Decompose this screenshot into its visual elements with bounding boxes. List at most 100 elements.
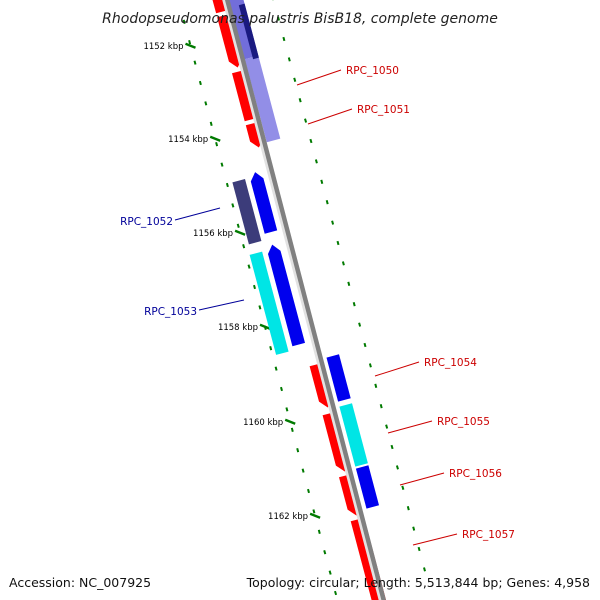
minor-tick-right bbox=[390, 444, 394, 450]
feature-block-purple bbox=[244, 55, 281, 143]
minor-tick-left bbox=[317, 529, 321, 534]
minor-tick-left bbox=[220, 162, 224, 167]
tick-label: 1162 kbp bbox=[268, 512, 308, 522]
minor-tick-left bbox=[231, 203, 235, 208]
backbone-layer bbox=[222, 0, 387, 600]
minor-tick-right bbox=[277, 16, 280, 21]
minor-tick-left bbox=[307, 488, 310, 494]
major-tick bbox=[234, 229, 246, 236]
gene-label: RPC_1053 bbox=[144, 306, 197, 318]
minor-tick-left bbox=[269, 346, 273, 351]
major-tick bbox=[284, 418, 296, 425]
minor-tick-right bbox=[358, 322, 362, 327]
feature-block-dark bbox=[238, 3, 259, 60]
gene-label: RPC_1052 bbox=[120, 216, 173, 228]
minor-tick-left bbox=[225, 182, 229, 188]
gene-block-forward bbox=[217, 13, 243, 68]
backbone-line bbox=[224, 0, 387, 600]
minor-tick-left bbox=[193, 60, 197, 65]
tick-label: 1158 kbp bbox=[218, 323, 258, 333]
gene-leader-line bbox=[374, 361, 420, 377]
gene-block-reverse bbox=[268, 244, 305, 347]
minor-tick-right bbox=[363, 342, 367, 348]
gene-label: RPC_1056 bbox=[449, 468, 502, 480]
labels-layer: 1152 kbp 1154 kbp 1156 kbp 1158 kbp 1160 kbp… bbox=[120, 42, 515, 546]
minor-tick-left bbox=[182, 19, 186, 24]
gene-block-reverse bbox=[250, 172, 278, 234]
minor-tick-left bbox=[209, 121, 213, 126]
minor-tick-right bbox=[282, 36, 286, 42]
minor-tick-right bbox=[347, 281, 351, 286]
gene-label: RPC_1051 bbox=[357, 104, 410, 116]
major-tick bbox=[209, 135, 221, 142]
minor-tick-left bbox=[198, 80, 202, 86]
minor-tick-left bbox=[280, 386, 283, 392]
minor-tick-left bbox=[323, 550, 327, 555]
minor-tick-left bbox=[334, 590, 338, 596]
feature-block-cyan bbox=[339, 403, 368, 467]
backbone-highlight bbox=[222, 0, 383, 600]
minor-tick-left bbox=[188, 40, 192, 45]
feature-block-dark bbox=[232, 179, 262, 245]
minor-tick-left bbox=[328, 570, 332, 575]
minor-tick-left bbox=[312, 509, 316, 514]
major-tick bbox=[259, 323, 271, 330]
minor-tick-right bbox=[401, 485, 405, 490]
minor-tick-right bbox=[412, 526, 416, 531]
minor-tick-right bbox=[325, 200, 329, 205]
gene-block-reverse bbox=[355, 465, 379, 509]
minor-tick-right bbox=[314, 159, 318, 164]
tick-label: 1156 kbp bbox=[193, 229, 233, 239]
minor-tick-left bbox=[274, 366, 278, 371]
minor-tick-left bbox=[242, 244, 246, 249]
minor-tick-right bbox=[374, 383, 378, 388]
gene-leader-line bbox=[399, 472, 445, 486]
minor-tick-right bbox=[423, 567, 426, 572]
feature-block-cyan bbox=[249, 251, 289, 355]
minor-tick-right bbox=[309, 138, 313, 144]
minor-tick-right bbox=[406, 506, 410, 511]
major-tick bbox=[185, 42, 196, 49]
major-tick bbox=[309, 512, 321, 519]
tick-label: 1154 kbp bbox=[168, 135, 208, 145]
minor-tick-right bbox=[352, 302, 356, 307]
minor-tick-left bbox=[296, 448, 300, 453]
gene-block-reverse bbox=[326, 354, 351, 402]
minor-tick-right bbox=[331, 220, 335, 225]
gene-leader-line bbox=[174, 207, 221, 221]
gene-leader-line bbox=[412, 533, 458, 546]
gene-leader-line bbox=[387, 420, 433, 434]
minor-tick-left bbox=[285, 407, 289, 412]
minor-tick-right bbox=[287, 57, 291, 62]
minor-tick-right bbox=[293, 77, 297, 82]
gene-label: RPC_1057 bbox=[462, 529, 515, 541]
minor-tick-right bbox=[341, 261, 345, 266]
minor-tick-right bbox=[320, 179, 324, 184]
tick-label: 1160 kbp bbox=[243, 418, 283, 428]
tick-marks-layer bbox=[182, 0, 426, 596]
minor-tick-right bbox=[417, 546, 421, 552]
minor-tick-left bbox=[247, 264, 251, 269]
tick-label: 1152 kbp bbox=[143, 42, 183, 52]
minor-tick-right bbox=[395, 465, 399, 470]
minor-tick-right bbox=[368, 363, 372, 368]
gene-label: RPC_1055 bbox=[437, 416, 490, 428]
minor-tick-left bbox=[236, 223, 240, 228]
minor-tick-right bbox=[379, 404, 383, 409]
genome-summary-text: Topology: circular; Length: 5,513,844 bp… bbox=[246, 575, 590, 590]
minor-tick-right bbox=[304, 118, 308, 123]
map-title: Rhodopseudomonas palustris BisB18, compl… bbox=[102, 11, 498, 27]
minor-tick-left bbox=[204, 101, 208, 106]
minor-tick-left bbox=[290, 427, 294, 432]
gene-label: RPC_1050 bbox=[346, 65, 399, 77]
accession-text: Accession: NC_007925 bbox=[9, 575, 151, 590]
gene-leader-line bbox=[198, 299, 245, 311]
gene-leader-line bbox=[296, 69, 342, 86]
minor-tick-left bbox=[258, 305, 262, 310]
minor-tick-right bbox=[385, 424, 389, 429]
gene-label: RPC_1054 bbox=[424, 357, 477, 369]
minor-tick-left bbox=[215, 142, 219, 147]
minor-tick-left bbox=[301, 468, 305, 473]
minor-tick-right bbox=[336, 240, 340, 246]
